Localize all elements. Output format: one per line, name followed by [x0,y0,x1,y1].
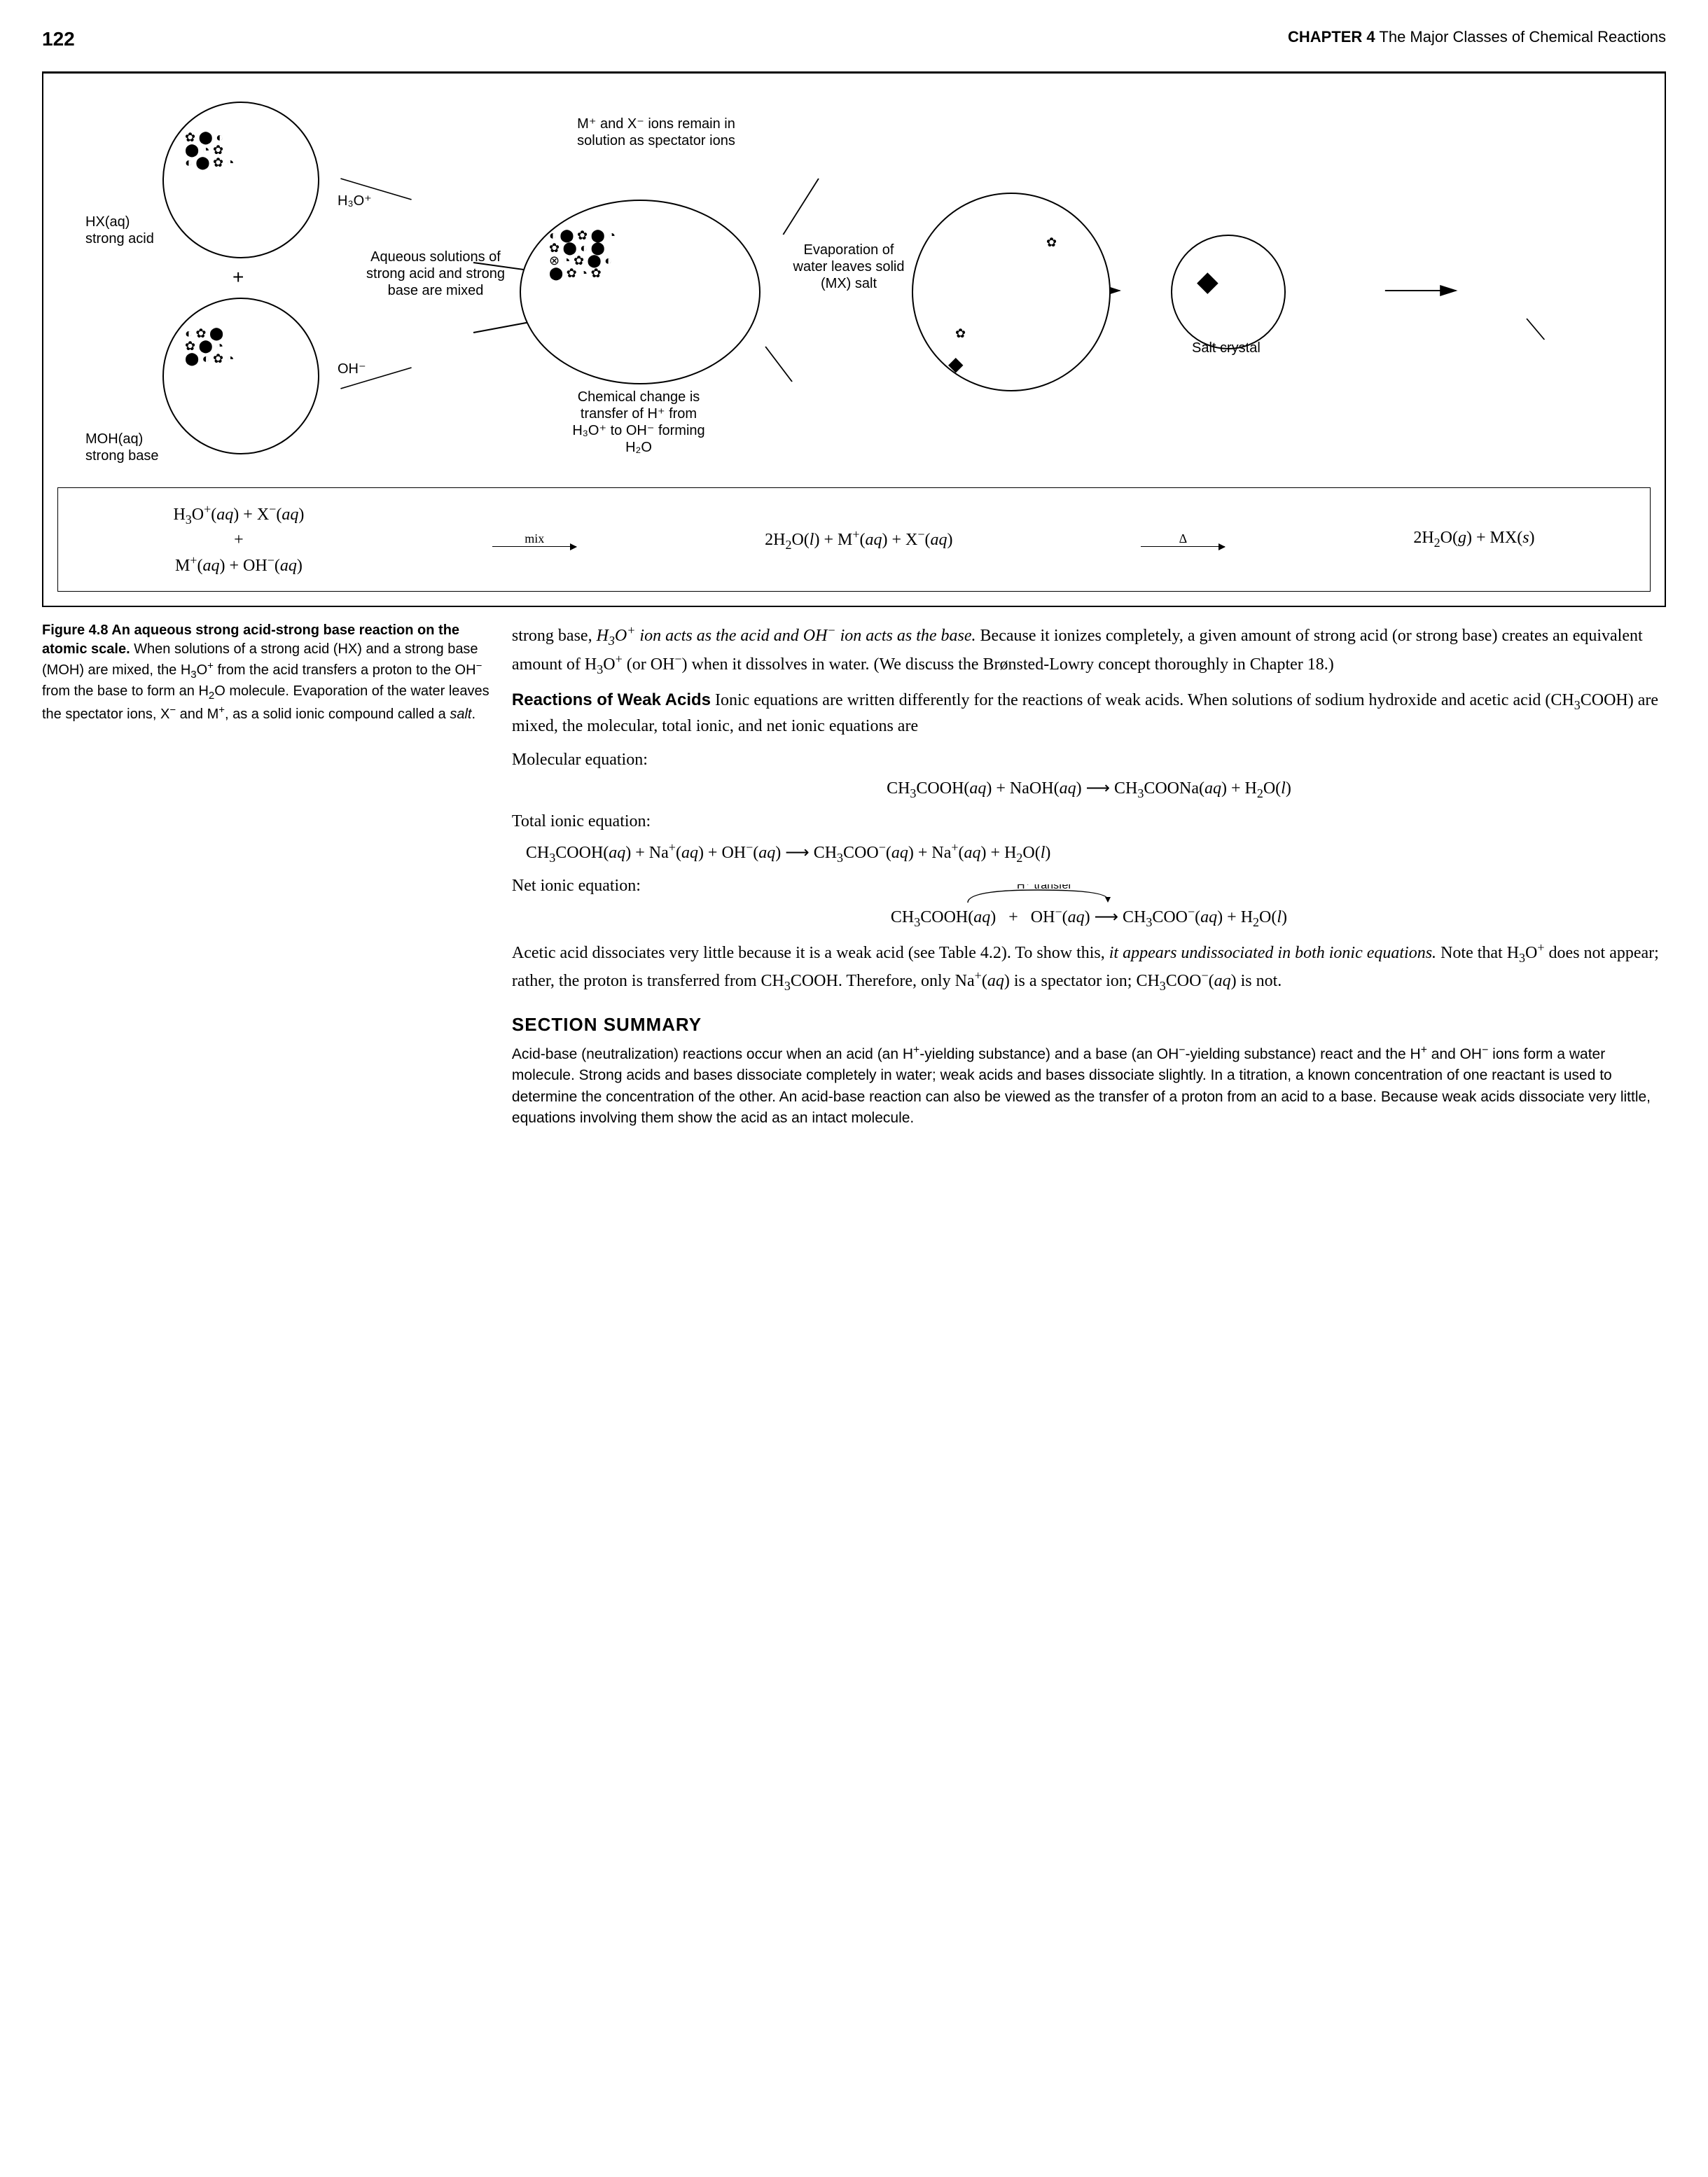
weak-acids-heading: Reactions of Weak Acids [512,690,711,709]
evap-arrow-label: Evaporation of water leaves solid (MX) s… [793,242,905,292]
hx-solution-circle: ✿ ⬤ ◐⬤ ◔ ✿◐ ⬤ ✿ ◔ [162,102,319,258]
eq-left-2: M+(aq) + OH−(aq) [175,552,303,578]
molecular-eq-label: Molecular equation: [512,748,1666,772]
page-header: 122 CHAPTER 4 The Major Classes of Chemi… [42,28,1666,50]
section-summary-text: Acid-base (neutralization) reactions occ… [512,1043,1666,1129]
spectator-annot: M⁺ and X⁻ ions remain in solution as spe… [576,116,737,149]
hx-label: HX(aq) strong acid [85,214,154,247]
section-summary-heading: SECTION SUMMARY [512,1012,1666,1038]
oh-label: OH⁻ [338,361,366,377]
body-text: strong base, H3O+ ion acts as the acid a… [512,621,1666,1139]
moh-label: MOH(aq) strong base [85,431,159,464]
salt-result-circle: ✿ ✿ ◆ [912,193,1111,391]
eq-left-stack: H3O+(aq) + X−(aq) + M+(aq) + OH−(aq) [173,501,304,578]
chapter-label: CHAPTER 4 [1288,28,1375,46]
eq-mid: 2H2O(l) + M+(aq) + X−(aq) [765,527,952,552]
chapter-name: The Major Classes of Chemical Reactions [1379,28,1666,46]
para-3: Acetic acid dissociates very little beca… [512,938,1666,996]
transfer-annot: Chemical change is transfer of H⁺ from H… [562,389,716,456]
figure-4-8: ✿ ⬤ ◐⬤ ◔ ✿◐ ⬤ ✿ ◔ HX(aq) strong acid H₃O… [42,71,1666,607]
transfer-arrow-icon: H⁺ transfer [954,884,1136,905]
mixed-solution-circle: ◐ ⬤ ✿ ⬤ ◔ ✿ ⬤ ◐ ⬤⊗ ◔ ✿ ⬤ ◐ ⬤ ✿ ◔ ✿ [520,200,761,384]
svg-text:H⁺ transfer: H⁺ transfer [1017,884,1072,891]
para-2: Reactions of Weak Acids Ionic equations … [512,688,1666,739]
salt-crystal-circle: ◆ [1171,235,1286,349]
total-ionic-equation: CH3COOH(aq) + Na+(aq) + OH−(aq) ⟶ CH3COO… [512,838,1666,867]
molecular-equation: CH3COOH(aq) + NaOH(aq) ⟶ CH3COONa(aq) + … [512,777,1666,802]
eq-left-1: H3O+(aq) + X−(aq) [173,501,304,529]
reaction-equation-box: H3O+(aq) + X−(aq) + M+(aq) + OH−(aq) mix… [57,487,1651,592]
figure-number: Figure 4.8 [42,623,108,638]
h3o-label: H₃O⁺ [338,193,372,209]
plus-symbol: + [232,266,244,288]
total-ionic-label: Total ionic equation: [512,809,1666,834]
content-row: Figure 4.8 An aqueous strong acid-strong… [42,621,1666,1139]
eq-right: 2H2O(g) + MX(s) [1413,529,1534,550]
moh-solution-circle: ◐ ✿ ⬤✿ ⬤ ◔⬤ ◐ ✿ ◔ [162,298,319,454]
para-1: strong base, H3O+ ion acts as the acid a… [512,621,1666,679]
para-3-italic: it appears undissociated in both ionic e… [1109,944,1436,962]
figure-caption: Figure 4.8 An aqueous strong acid-strong… [42,621,491,1139]
eq-left-plus: + [234,529,244,552]
mix-arrow-label: Aqueous solutions of strong acid and str… [366,249,506,299]
eq-arrow-delta-label: Δ [1179,531,1188,546]
net-ionic-equation: H⁺ transfer CH3COOH(aq) + OH−(aq) ⟶ CH3C… [512,903,1666,931]
chapter-title: CHAPTER 4 The Major Classes of Chemical … [1288,28,1666,50]
page-number: 122 [42,28,75,50]
salt-crystal-label: Salt crystal [1192,340,1261,356]
eq-arrow-mix: mix [492,531,576,547]
eq-arrow-delta: Δ [1141,531,1225,547]
eq-arrow-mix-label: mix [525,531,544,546]
